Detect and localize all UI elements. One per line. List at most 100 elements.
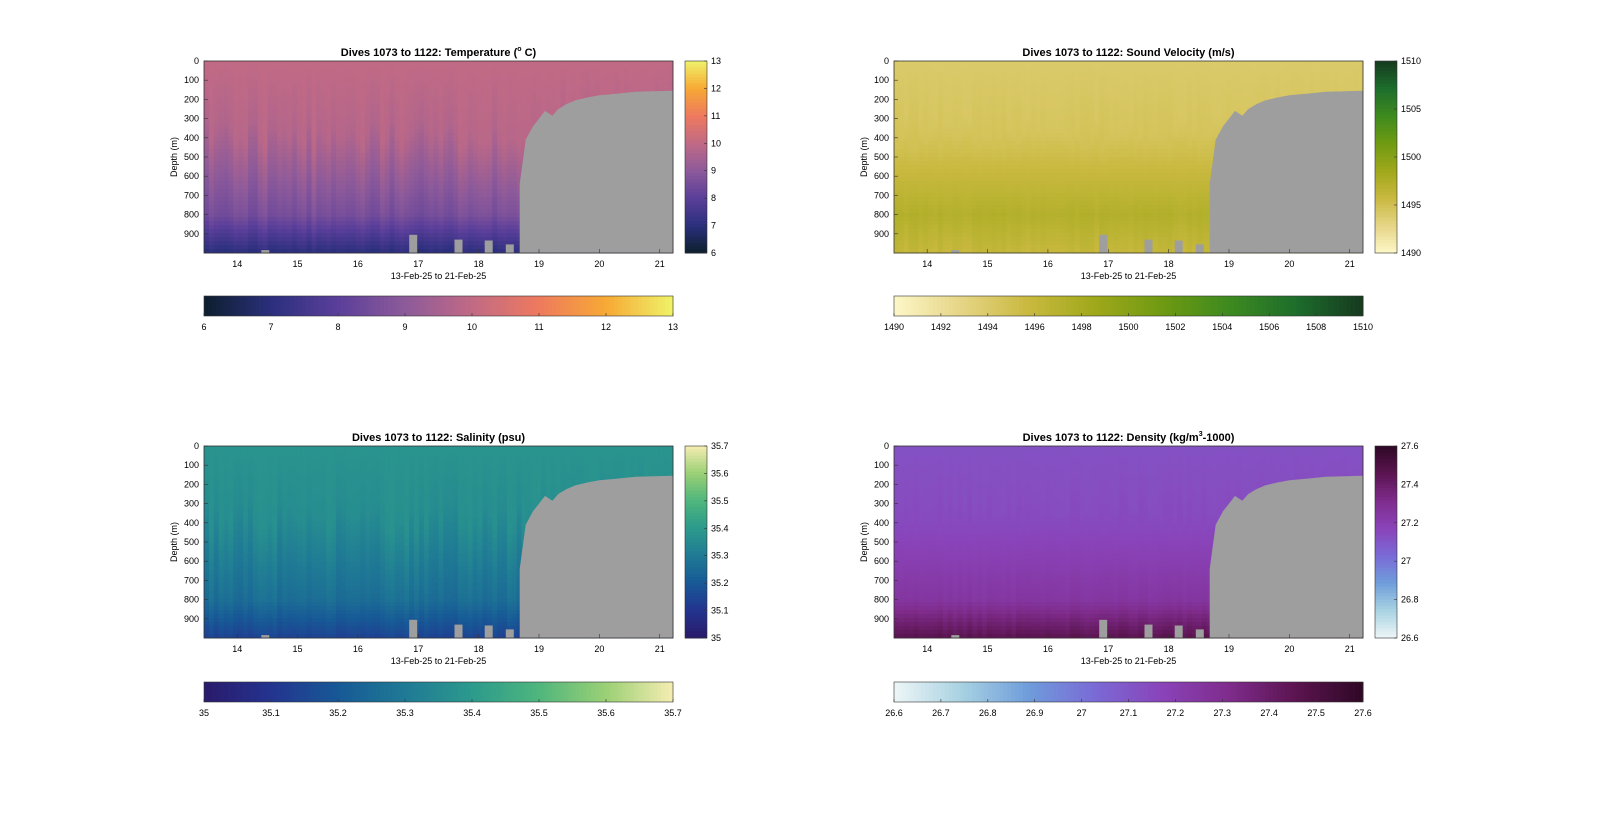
hcolorbar-tick-label: 13 bbox=[668, 322, 678, 332]
hcolorbar-tick-label: 35.4 bbox=[463, 708, 481, 718]
colorbar-tick-label: 1510 bbox=[1401, 56, 1421, 66]
panel-density: Dives 1073 to 1122: Density (kg/m3-1000)… bbox=[859, 431, 1419, 718]
colorbar-tick-label: 27.4 bbox=[1401, 479, 1419, 489]
x-tick-label: 14 bbox=[232, 644, 242, 654]
title-superscript: o bbox=[517, 46, 521, 53]
x-tick-label: 19 bbox=[1224, 259, 1234, 269]
y-tick-label: 400 bbox=[184, 518, 199, 528]
colorbar-horizontal: 1490 1492 1494 1496 1498 1500 1502 1504 1506 1508… bbox=[884, 295, 1373, 332]
y-tick-label: 300 bbox=[874, 499, 889, 509]
y-tick-label: 200 bbox=[184, 94, 199, 104]
hcolorbar-tick-label: 1502 bbox=[1165, 322, 1185, 332]
no-data-notch bbox=[409, 619, 418, 638]
y-tick-label: 100 bbox=[874, 460, 889, 470]
colorbar-horizontal: 6 7 8 9 10 11 12 13 bbox=[201, 295, 678, 332]
colorbar-tick-label: 8 bbox=[711, 193, 716, 203]
colorbar-tick-label: 11 bbox=[711, 111, 720, 121]
y-tick-label: 100 bbox=[184, 460, 199, 470]
hcolorbar-tick-label: 1504 bbox=[1212, 322, 1232, 332]
x-axis-label: 13-Feb-25 to 21-Feb-25 bbox=[391, 656, 487, 666]
title-text: Dives 1073 to 1122: Salinity (psu) bbox=[352, 432, 525, 444]
colorbar-tick-label: 35.6 bbox=[711, 468, 729, 478]
hcolorbar-tick-label: 35.6 bbox=[597, 708, 615, 718]
hcolorbar-tick-label: 35.2 bbox=[329, 708, 347, 718]
colorbar-vertical: 6 7 8 9 10 11 12 13 bbox=[684, 56, 721, 258]
panel-sound_velocity: Dives 1073 to 1122: Sound Velocity (m/s)… bbox=[859, 47, 1421, 332]
x-tick-label: 20 bbox=[594, 259, 604, 269]
y-axis-label: Depth (m) bbox=[169, 522, 179, 562]
y-axis-label: Depth (m) bbox=[859, 522, 869, 562]
title-text: Dives 1073 to 1122: Sound Velocity (m/s) bbox=[1022, 47, 1234, 59]
colorbar-vertical: 1490 1495 1500 1505 1510 bbox=[1374, 56, 1421, 258]
no-data-notch bbox=[484, 625, 493, 638]
no-data-notch bbox=[484, 240, 493, 253]
y-axis-label: Depth (m) bbox=[169, 137, 179, 177]
no-data-notch bbox=[261, 635, 270, 638]
colorbar-tick-label: 13 bbox=[711, 56, 721, 66]
colorbar-tick-label: 35.7 bbox=[711, 441, 729, 451]
y-tick-label: 0 bbox=[194, 441, 199, 451]
x-tick-label: 19 bbox=[534, 259, 544, 269]
colorbar-tick-label: 1490 bbox=[1401, 248, 1421, 258]
y-tick-label: 0 bbox=[194, 56, 199, 66]
hcolorbar-tick-label: 10 bbox=[467, 322, 477, 332]
hcolorbar-tick-label: 27.1 bbox=[1120, 708, 1138, 718]
x-tick-label: 19 bbox=[1224, 644, 1234, 654]
panel-temperature: Dives 1073 to 1122: Temperature (o C) 0 10… bbox=[169, 46, 721, 332]
x-tick-label: 16 bbox=[353, 259, 363, 269]
x-tick-label: 15 bbox=[293, 644, 303, 654]
hcolorbar-tick-label: 12 bbox=[601, 322, 611, 332]
title-superscript: 3 bbox=[1199, 431, 1203, 438]
x-tick-label: 14 bbox=[922, 644, 932, 654]
hcolorbar-tick-label: 26.9 bbox=[1026, 708, 1044, 718]
y-tick-label: 600 bbox=[874, 556, 889, 566]
hcolorbar-tick-label: 35.3 bbox=[396, 708, 414, 718]
colorbar-tick-label: 26.6 bbox=[1401, 633, 1419, 643]
no-data-notch bbox=[951, 635, 960, 638]
hcolorbar-tick-label: 1500 bbox=[1118, 322, 1138, 332]
title-text: Dives 1073 to 1122: Density (kg/m bbox=[1023, 432, 1199, 444]
y-tick-label: 800 bbox=[874, 210, 889, 220]
y-tick-label: 700 bbox=[184, 190, 199, 200]
hcolorbar-tick-label: 26.6 bbox=[885, 708, 903, 718]
y-tick-label: 0 bbox=[884, 441, 889, 451]
colorbar-tick-label: 1500 bbox=[1401, 152, 1421, 162]
hcolorbar-tick-label: 8 bbox=[335, 322, 340, 332]
x-tick-label: 17 bbox=[1103, 259, 1113, 269]
y-tick-label: 200 bbox=[184, 479, 199, 489]
x-tick-label: 17 bbox=[413, 259, 423, 269]
colorbar-tick-label: 1505 bbox=[1401, 104, 1421, 114]
hcolorbar-tick-label: 1496 bbox=[1025, 322, 1045, 332]
y-tick-label: 600 bbox=[184, 556, 199, 566]
colorbar-tick-label: 7 bbox=[711, 221, 716, 231]
colorbar-tick-label: 10 bbox=[711, 138, 721, 148]
x-tick-label: 15 bbox=[293, 259, 303, 269]
colorbar-tick-label: 12 bbox=[711, 83, 721, 93]
colorbar-tick-label: 35.4 bbox=[711, 523, 729, 533]
y-tick-label: 500 bbox=[874, 152, 889, 162]
hcolorbar-tick-label: 35.7 bbox=[664, 708, 682, 718]
hcolorbar-tick-label: 7 bbox=[268, 322, 273, 332]
no-data-region bbox=[1209, 90, 1363, 253]
hcolorbar-tick-label: 1498 bbox=[1072, 322, 1092, 332]
y-tick-label: 900 bbox=[184, 229, 199, 239]
colorbar-tick-label: 35.5 bbox=[711, 496, 729, 506]
hcolorbar-tick-label: 35 bbox=[199, 708, 209, 718]
y-tick-label: 600 bbox=[184, 171, 199, 181]
x-tick-label: 20 bbox=[1284, 259, 1294, 269]
y-tick-label: 300 bbox=[874, 114, 889, 124]
y-tick-label: 500 bbox=[874, 537, 889, 547]
x-tick-label: 15 bbox=[983, 259, 993, 269]
hcolorbar-tick-label: 35.5 bbox=[530, 708, 548, 718]
no-data-notch bbox=[1174, 240, 1183, 253]
colorbar-tick-label: 27.2 bbox=[1401, 518, 1419, 528]
x-tick-label: 18 bbox=[1164, 259, 1174, 269]
no-data-notch bbox=[505, 629, 514, 638]
x-tick-label: 16 bbox=[1043, 259, 1053, 269]
y-tick-label: 400 bbox=[874, 518, 889, 528]
panel-salinity: Dives 1073 to 1122: Salinity (psu) 0 100 20… bbox=[169, 432, 729, 718]
no-data-notch bbox=[1174, 625, 1183, 638]
y-axis-label: Depth (m) bbox=[859, 137, 869, 177]
y-tick-label: 300 bbox=[184, 114, 199, 124]
title-text: Dives 1073 to 1122: Temperature ( bbox=[341, 47, 518, 59]
